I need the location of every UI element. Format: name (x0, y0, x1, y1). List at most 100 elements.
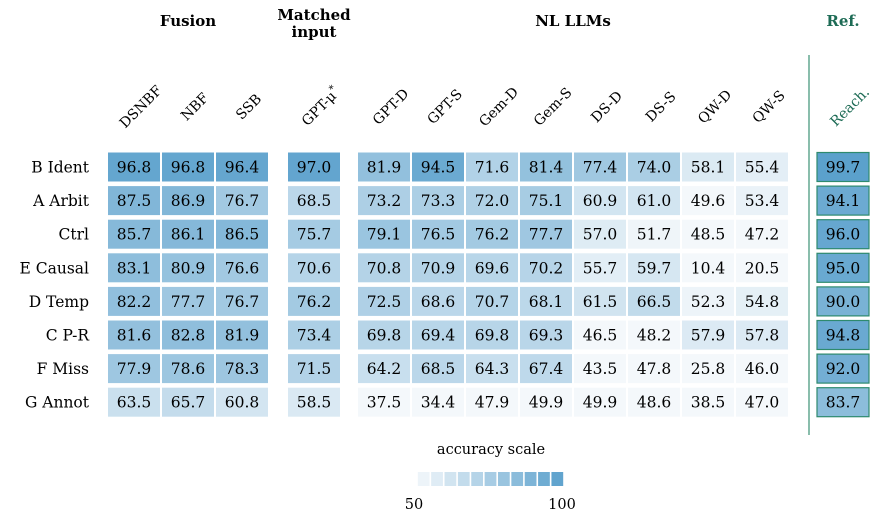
heatmap-cell (816, 151, 870, 183)
cell-value: 73.3 (421, 192, 456, 210)
cell-value: 94.8 (826, 327, 861, 345)
heatmap-cell (162, 286, 214, 316)
heatmap-cell (466, 253, 518, 283)
cell-value: 76.2 (475, 226, 510, 244)
column-label: SSB (233, 91, 265, 123)
heatmap-cell (288, 219, 340, 249)
heatmap-cell (466, 152, 518, 182)
cell-value: 74.0 (637, 159, 672, 177)
cell-value: 69.4 (421, 327, 456, 345)
cell-value: 76.5 (421, 226, 456, 244)
group-header-2: Matched input (277, 6, 351, 41)
cell-value: 55.7 (583, 259, 618, 277)
heatmap-cell (816, 185, 870, 216)
heatmap-cell (628, 186, 680, 216)
cell-value: 70.6 (297, 259, 332, 277)
cell-value: 65.7 (171, 394, 206, 412)
scale-swatch (431, 472, 443, 486)
heatmap-cell (108, 320, 160, 350)
scale-tick-max: 100 (548, 497, 576, 513)
cell-value: 75.1 (529, 192, 564, 210)
heatmap-cell (162, 152, 214, 182)
cell-value: 86.1 (171, 226, 206, 244)
heatmap-cell (358, 253, 410, 283)
cell-value: 55.4 (745, 159, 780, 177)
row-label: A Arbit (32, 192, 90, 210)
cell-value: 38.5 (691, 394, 726, 412)
heatmap-cell (736, 253, 788, 283)
cell-value: 82.8 (171, 327, 206, 345)
cell-value: 69.3 (529, 327, 564, 345)
heatmap-cell (682, 387, 734, 417)
heatmap-cell (574, 354, 626, 384)
heatmap-cell (108, 387, 160, 417)
cell-value: 57.9 (691, 327, 726, 345)
heatmap-cell (574, 387, 626, 417)
cell-value: 54.8 (745, 293, 780, 311)
cell-value: 81.9 (225, 327, 260, 345)
heatmap-cell (466, 320, 518, 350)
heatmap-cell (216, 186, 268, 216)
heatmap-cell (412, 387, 464, 417)
heatmap-cell (520, 152, 572, 182)
cell-value: 95.0 (826, 259, 861, 277)
cell-value: 68.5 (421, 360, 456, 378)
heatmap-cell (466, 219, 518, 249)
cell-value: 68.1 (529, 293, 564, 311)
heatmap-cell (682, 286, 734, 316)
cell-value: 87.5 (117, 192, 152, 210)
heatmap-cell (162, 186, 214, 216)
cell-value: 72.5 (367, 293, 402, 311)
heatmap-cell (628, 387, 680, 417)
cell-value: 49.9 (583, 394, 618, 412)
cell-value: 68.5 (297, 192, 332, 210)
column-label: DS-S (643, 89, 680, 126)
heatmap-cell (108, 186, 160, 216)
cell-value: 72.0 (475, 192, 510, 210)
heatmap-cell (736, 354, 788, 384)
cell-value: 85.7 (117, 226, 152, 244)
column-label: GPT-S (424, 86, 465, 127)
cell-value: 59.7 (637, 259, 672, 277)
column-label: Gem-S (531, 85, 576, 130)
heatmap-cell (466, 354, 518, 384)
cell-value: 71.5 (297, 360, 332, 378)
scale-swatch (471, 472, 484, 486)
heatmap-cell (574, 152, 626, 182)
heatmap-cell (816, 252, 870, 283)
cell-value: 57.8 (745, 327, 780, 345)
heatmap-cell (108, 286, 160, 316)
heatmap-cell (736, 387, 788, 417)
cell-value: 82.2 (117, 293, 152, 311)
cell-value: 97.0 (297, 159, 332, 177)
cell-value: 96.8 (117, 159, 152, 177)
cell-value: 79.1 (367, 226, 402, 244)
group-header-3: NL LLMs (535, 12, 611, 30)
scale-swatch (511, 472, 524, 486)
heatmap-cell (574, 320, 626, 350)
heatmap-cell (216, 354, 268, 384)
heatmap-cell (412, 320, 464, 350)
heatmap-cell (358, 152, 410, 182)
heatmap-cell (520, 253, 572, 283)
heatmap-cell (736, 152, 788, 182)
heatmap-cell (108, 219, 160, 249)
cell-value: 94.1 (826, 192, 861, 210)
heatmap-cell (574, 286, 626, 316)
cell-value: 43.5 (583, 360, 618, 378)
heatmap-cell (108, 253, 160, 283)
cell-value: 37.5 (367, 394, 402, 412)
cell-value: 70.2 (529, 259, 564, 277)
cell-value: 76.2 (297, 293, 332, 311)
heatmap-cell (682, 354, 734, 384)
cell-value: 71.6 (475, 159, 510, 177)
cell-value: 48.5 (691, 226, 726, 244)
heatmap-cell (466, 387, 518, 417)
heatmap-cell (816, 387, 870, 418)
row-label: E Causal (20, 259, 90, 277)
heatmap-cell (358, 286, 410, 316)
heatmap-cell (466, 186, 518, 216)
cell-value: 47.9 (475, 394, 510, 412)
heatmap-cell (466, 286, 518, 316)
group-header-1: Fusion (160, 12, 216, 30)
